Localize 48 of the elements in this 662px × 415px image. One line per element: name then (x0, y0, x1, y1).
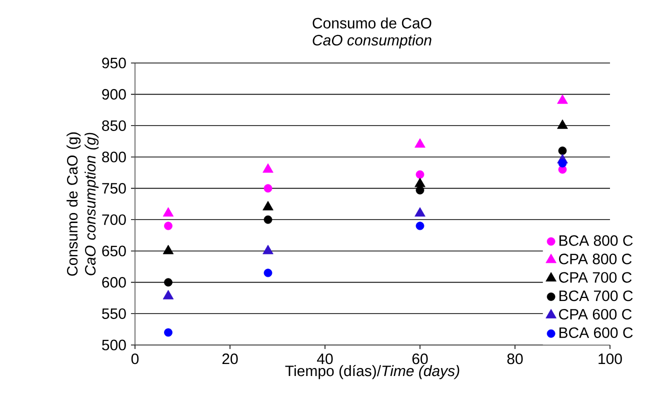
point (262, 244, 274, 254)
point (164, 222, 172, 230)
y-tick-label: 800 (102, 152, 126, 162)
point (164, 278, 172, 287)
point (262, 200, 274, 210)
point (264, 215, 272, 224)
legend-label: BCA 800 C (559, 235, 633, 246)
y-axis-title: Consumo de CaO (g) CaO consumption (g) (66, 132, 99, 276)
point (557, 94, 568, 104)
point (416, 186, 424, 194)
x-tick-label: 60 (412, 354, 428, 364)
point (558, 146, 567, 155)
legend-label: BCA 600 C (559, 327, 633, 338)
point (414, 138, 426, 148)
y-tick-label: 600 (102, 277, 126, 288)
point (557, 119, 568, 129)
x-tick-label: 0 (131, 354, 139, 364)
y-tick-label: 700 (102, 214, 126, 225)
x-tick-label: 80 (507, 354, 523, 364)
legend-label: BCA 700 C (559, 290, 633, 302)
point (414, 178, 426, 188)
y-tick-label: 950 (102, 58, 126, 68)
point (414, 207, 426, 217)
point (264, 268, 272, 278)
y-tick-label: 900 (102, 89, 126, 100)
chart-subtitle: CaO consumption (312, 34, 432, 48)
x-tick-label: 100 (598, 354, 622, 364)
x-axis-title: Tiempo (días)/Time (days) (285, 365, 460, 380)
x-tick-label: 40 (317, 354, 333, 364)
y-tick-label: 650 (102, 246, 126, 256)
point (162, 207, 174, 217)
x-tick-label: 20 (222, 354, 238, 364)
y-tick-label: 550 (102, 308, 126, 319)
point (416, 170, 424, 179)
y-tick-label: 750 (102, 183, 126, 194)
legend-label: CPA 800 C (559, 254, 632, 264)
y-tick-label: 850 (102, 120, 126, 131)
point (162, 244, 174, 254)
point (262, 163, 274, 173)
y-tick-label: 500 (102, 340, 126, 350)
chart-title: Consumo de CaO (312, 17, 432, 28)
point (164, 328, 172, 337)
point (416, 222, 424, 230)
point (162, 290, 174, 300)
point (264, 184, 272, 193)
point (558, 159, 567, 168)
legend-label: CPA 700 C (559, 272, 632, 283)
legend-label: CPA 600 C (559, 308, 632, 320)
